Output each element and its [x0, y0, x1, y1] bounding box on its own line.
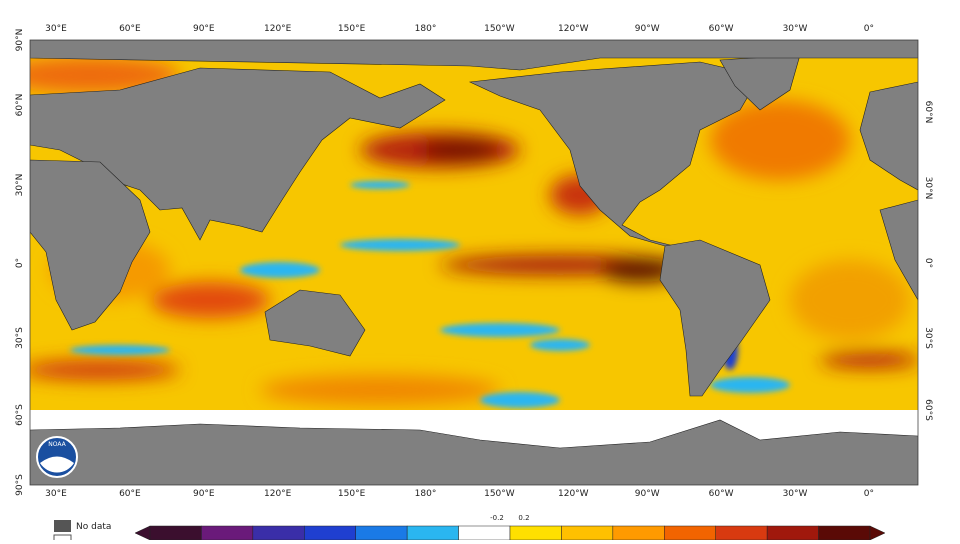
top-axis-label: 60°W — [709, 24, 734, 34]
colorbar-segment — [304, 525, 356, 541]
left-axis-label: 60°N — [15, 94, 25, 117]
colorbar-segment — [715, 525, 768, 541]
bottom-axis-label: 150°E — [338, 489, 366, 499]
bottom-axis-label: 120°W — [558, 489, 589, 499]
top-axis-label: 120°W — [558, 24, 589, 34]
top-axis-label: 150°W — [484, 24, 515, 34]
bottom-axis-label: 0° — [864, 489, 874, 499]
colorbar-segment — [406, 525, 459, 541]
colorbar-segment — [355, 525, 408, 541]
colorbar-segment — [664, 525, 716, 541]
bottom-axis-label: 90°E — [193, 489, 215, 499]
top-axis-label: 150°E — [338, 24, 366, 34]
left-axis-label: 30°N — [15, 174, 25, 197]
right-axis-label: 0° — [923, 258, 933, 268]
legend: No data -0.2 0.2 — [53, 514, 886, 544]
top-axis-label: 0° — [864, 24, 874, 34]
bottom-axis-label: 150°W — [484, 489, 515, 499]
colorbar-segment — [509, 525, 562, 541]
logo-text: NOAA — [48, 441, 66, 448]
colorbar-segment — [201, 525, 254, 541]
top-axis-label: 60°E — [119, 24, 141, 34]
no-data-swatch — [54, 520, 71, 532]
colorbar-end — [134, 525, 151, 541]
swatch — [53, 534, 72, 544]
colorbar-segment — [149, 525, 202, 541]
right-axis-label: 60°S — [923, 399, 933, 421]
colorbar-segment — [766, 525, 819, 541]
left-axis-label: 90°S — [15, 474, 25, 496]
colorbar-segment — [818, 525, 871, 541]
colorbar-segment — [612, 525, 665, 541]
bottom-axis-label: 180° — [415, 489, 437, 499]
colorbar-segment — [458, 525, 511, 541]
colorbar-label: 0.2 — [518, 514, 529, 522]
left-axis-label: 60°S — [15, 404, 25, 426]
top-axis-label: 90°W — [635, 24, 660, 34]
bottom-axis-label: 120°E — [264, 489, 292, 499]
colorbar — [134, 525, 886, 541]
right-axis-label: 30°N — [923, 177, 933, 200]
bottom-axis-label: 60°E — [119, 489, 141, 499]
bottom-axis-label: 30°W — [783, 489, 808, 499]
top-axis-label: 30°E — [45, 24, 67, 34]
top-axis-label: 90°E — [193, 24, 215, 34]
colorbar-segment — [561, 525, 614, 541]
colorbar-segment — [252, 525, 305, 541]
right-axis-label: 60°N — [923, 101, 933, 124]
map — [30, 40, 918, 485]
logo: NOAA — [36, 436, 78, 478]
top-axis-label: 180° — [415, 24, 437, 34]
left-axis-label: 0° — [15, 258, 25, 268]
bottom-axis-label: 30°E — [45, 489, 67, 499]
bottom-axis-label: 60°W — [709, 489, 734, 499]
right-axis-label: 30°S — [923, 327, 933, 349]
map-frame — [29, 39, 919, 486]
left-axis-label: 90°N — [15, 29, 25, 52]
axes: 30°E 60°E 90°E 120°E 150°E 180° 150°W 120°W 90°W… — [15, 24, 933, 499]
top-axis-label: 30°W — [783, 24, 808, 34]
colorbar-label: -0.2 — [490, 514, 504, 522]
no-data-label: No data — [76, 522, 111, 532]
colorbar-end — [869, 525, 886, 541]
top-axis-label: 120°E — [264, 24, 292, 34]
bottom-axis-label: 90°W — [635, 489, 660, 499]
left-axis-label: 30°S — [15, 327, 25, 349]
